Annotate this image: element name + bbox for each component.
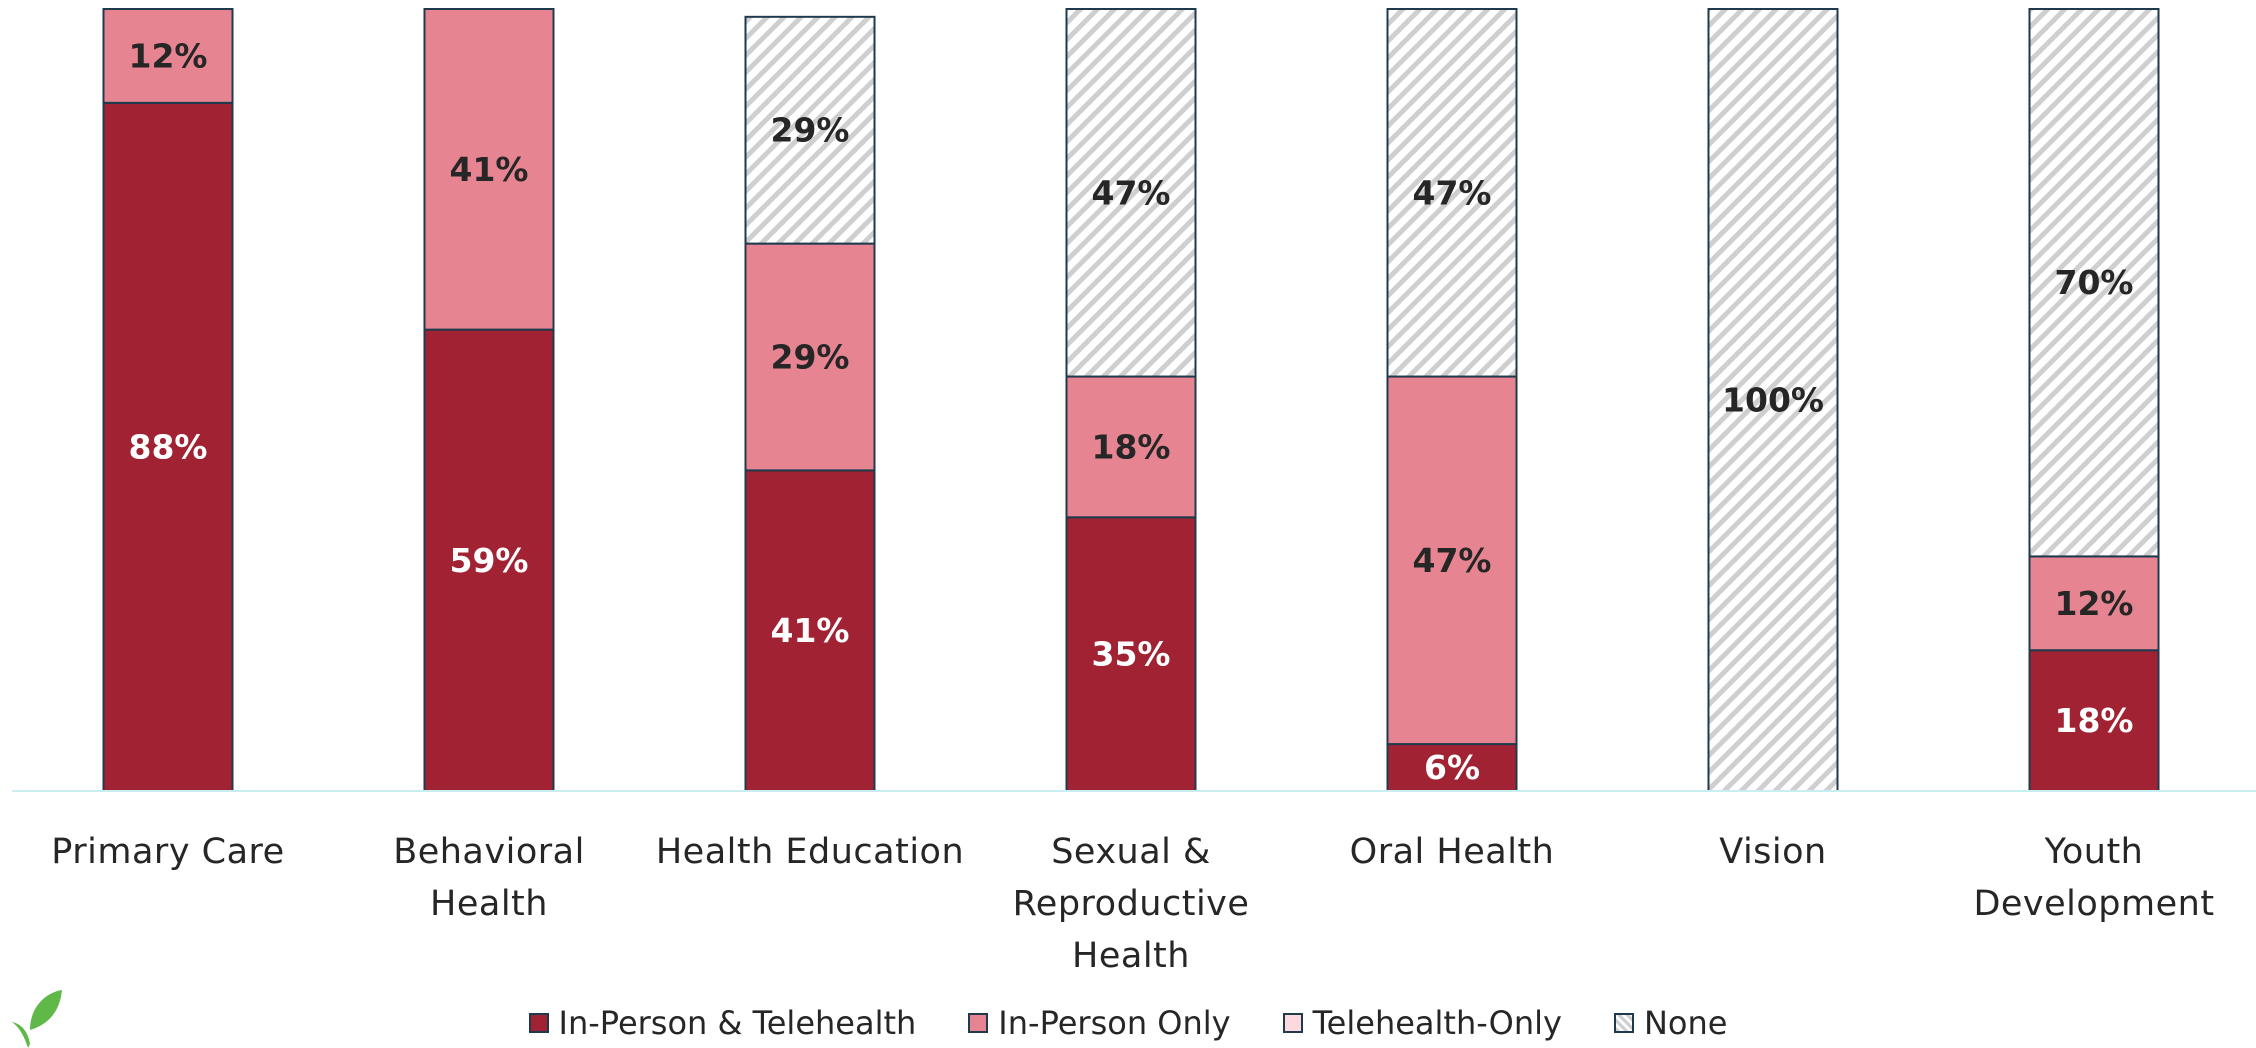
bar-segment bbox=[1386, 8, 1518, 378]
data-label: 29% bbox=[771, 337, 850, 376]
bar-segment bbox=[1386, 375, 1518, 746]
legend-label: In-Person Only bbox=[998, 1004, 1231, 1042]
legend-label: None bbox=[1643, 1004, 1728, 1042]
x-tick-label: Health Education bbox=[655, 832, 965, 872]
x-tick-label: Primary Care bbox=[51, 832, 285, 872]
x-tick-label: Oral Health bbox=[1349, 832, 1555, 872]
data-label: 18% bbox=[2055, 701, 2134, 740]
bar-segment bbox=[744, 15, 876, 245]
logo-leaf bbox=[12, 990, 62, 1048]
data-label: 47% bbox=[1413, 541, 1492, 580]
x-tick-label: Sexual & Reproductive Health bbox=[1012, 832, 1250, 976]
data-label: 70% bbox=[2055, 263, 2134, 302]
data-label: 6% bbox=[1424, 748, 1480, 787]
bar-segment bbox=[423, 328, 555, 792]
bar-segment bbox=[744, 242, 876, 472]
data-label: 29% bbox=[771, 111, 850, 150]
legend-label: Telehealth-Only bbox=[1312, 1004, 1562, 1042]
data-label: 41% bbox=[450, 150, 529, 189]
data-label: 59% bbox=[450, 541, 529, 580]
data-label: 12% bbox=[2055, 584, 2134, 623]
bar-segment bbox=[1065, 375, 1197, 519]
bar-segment bbox=[102, 8, 234, 104]
legend: In-Person & Telehealth In-Person Only Tele… bbox=[0, 1004, 2256, 1042]
data-label: 35% bbox=[1092, 635, 1171, 674]
legend-item: In-Person Only bbox=[968, 1004, 1231, 1042]
bar-segment bbox=[2028, 555, 2160, 652]
legend-item: Telehealth-Only bbox=[1282, 1004, 1562, 1042]
legend-label: In-Person & Telehealth bbox=[558, 1004, 917, 1042]
data-label: 100% bbox=[1722, 381, 1824, 420]
bar-segment bbox=[1065, 8, 1197, 378]
legend-swatch bbox=[528, 1013, 549, 1033]
legend-swatch bbox=[1613, 1013, 1634, 1033]
data-label: 41% bbox=[771, 611, 850, 650]
bar-segment bbox=[423, 8, 555, 331]
bar-segment bbox=[2028, 8, 2160, 558]
bar-segment bbox=[1707, 8, 1839, 792]
x-tick-label: Youth Development bbox=[1973, 832, 2215, 924]
bar-segment bbox=[744, 469, 876, 792]
legend-item: In-Person & Telehealth bbox=[528, 1004, 917, 1042]
x-tick-label: Behavioral Health bbox=[393, 832, 585, 924]
legend-swatch bbox=[968, 1013, 989, 1033]
data-label: 12% bbox=[129, 36, 208, 75]
legend-item: None bbox=[1613, 1004, 1728, 1042]
data-label: 47% bbox=[1092, 173, 1171, 212]
data-label: 18% bbox=[1092, 427, 1171, 466]
bar-segment bbox=[2028, 649, 2160, 792]
data-label: 47% bbox=[1413, 173, 1492, 212]
x-tick-label: Vision bbox=[1719, 832, 1827, 872]
data-label: 88% bbox=[129, 427, 208, 466]
bar-segment bbox=[1386, 743, 1518, 793]
legend-swatch bbox=[1282, 1013, 1303, 1033]
